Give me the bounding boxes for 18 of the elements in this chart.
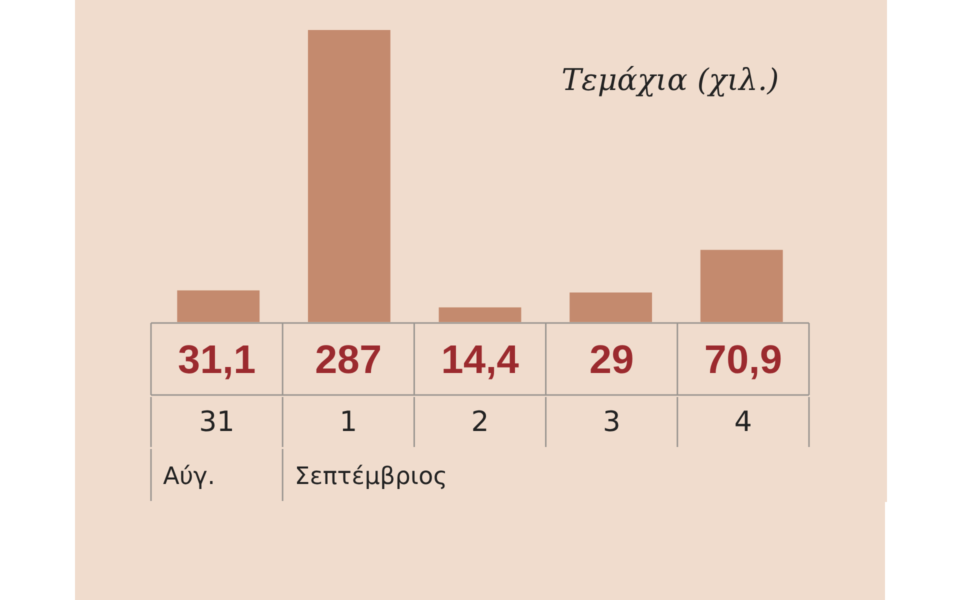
x-tick-label: 2 bbox=[471, 405, 489, 438]
data-label: 287 bbox=[315, 338, 382, 382]
x-tick-label: 4 bbox=[734, 405, 752, 438]
bar bbox=[570, 292, 652, 322]
bar bbox=[308, 30, 390, 322]
bar bbox=[438, 307, 522, 322]
x-tick-label: 3 bbox=[602, 405, 621, 438]
data-label: 14,4 bbox=[441, 338, 520, 382]
bar bbox=[700, 250, 783, 322]
bar bbox=[177, 290, 260, 322]
text: Σεπτέμβριος bbox=[294, 462, 448, 490]
x-tick-label: 31 bbox=[198, 405, 235, 438]
data-label: 70,9 bbox=[704, 338, 782, 382]
data-label: 29 bbox=[589, 338, 634, 382]
text: Τεμάχια (χιλ.) bbox=[562, 63, 779, 98]
data-label: 31,1 bbox=[178, 338, 256, 382]
x-tick-label: 1 bbox=[339, 405, 358, 438]
text: Αύγ. bbox=[163, 462, 216, 490]
